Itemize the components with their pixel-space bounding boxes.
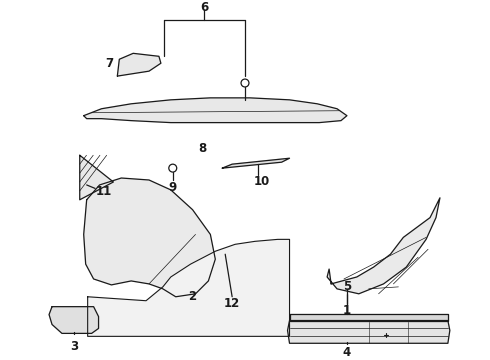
Text: 6: 6 (200, 1, 209, 14)
Circle shape (241, 79, 249, 87)
Text: 1: 1 (343, 304, 351, 317)
Text: 2: 2 (189, 290, 196, 303)
Text: 10: 10 (254, 175, 270, 189)
Polygon shape (84, 98, 347, 123)
Polygon shape (84, 178, 215, 297)
Text: 8: 8 (198, 142, 207, 155)
Polygon shape (80, 155, 113, 200)
Text: 3: 3 (70, 340, 78, 353)
Text: 5: 5 (343, 280, 351, 293)
Text: 7: 7 (105, 57, 114, 70)
Text: 9: 9 (169, 181, 177, 194)
Polygon shape (327, 198, 440, 294)
Polygon shape (88, 239, 290, 336)
Text: 12: 12 (224, 297, 240, 310)
Circle shape (169, 164, 177, 172)
Polygon shape (288, 320, 450, 343)
Text: 4: 4 (343, 346, 351, 359)
Polygon shape (49, 307, 98, 333)
Polygon shape (222, 158, 290, 168)
Text: 11: 11 (96, 185, 112, 198)
Polygon shape (290, 314, 448, 320)
Polygon shape (117, 53, 161, 76)
